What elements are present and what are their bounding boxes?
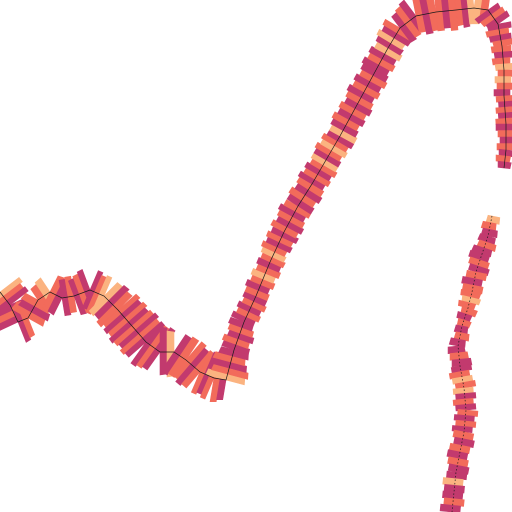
main-route-segment: [495, 77, 511, 84]
main-route-segment: [498, 131, 512, 138]
main-route-segment: [496, 124, 512, 131]
main-route-segment: [494, 90, 510, 97]
main-route-segment: [497, 83, 512, 90]
main-route-segment: [498, 70, 512, 77]
